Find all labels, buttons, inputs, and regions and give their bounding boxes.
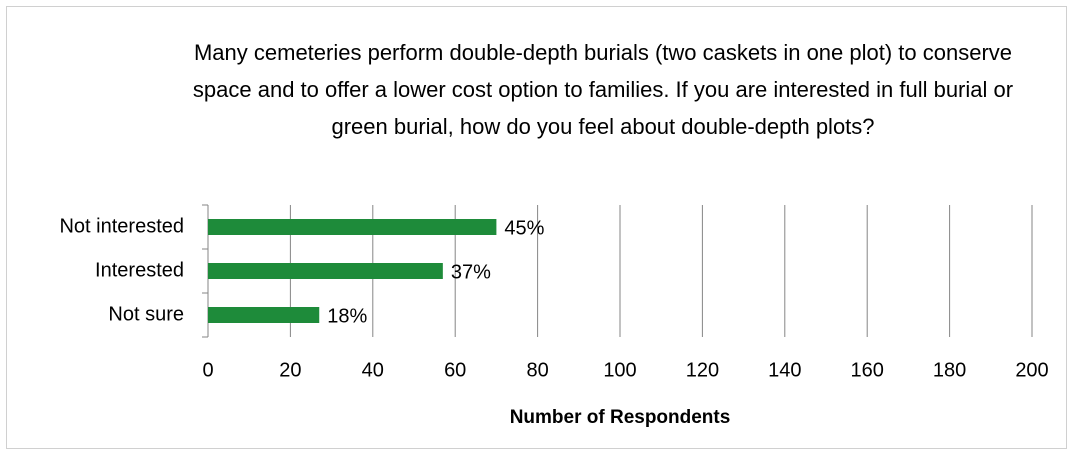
chart-frame [6, 6, 1067, 449]
y-tick-label: Not interested [59, 215, 184, 237]
bar [208, 263, 443, 279]
data-label: 18% [327, 305, 367, 327]
x-tick-label: 180 [933, 359, 966, 381]
x-axis-title: Number of Respondents [510, 407, 731, 428]
bar [208, 307, 320, 323]
y-tick-label: Interested [95, 259, 184, 281]
chart-title: Many cemeteries perform double-depth bur… [192, 40, 1014, 139]
x-tick-label: 120 [686, 359, 719, 381]
x-tick-label: 160 [851, 359, 884, 381]
data-label: 37% [451, 261, 491, 283]
x-tick-label: 80 [526, 359, 548, 381]
data-label: 45% [504, 217, 544, 239]
x-tick-label: 200 [1015, 359, 1048, 381]
x-tick-label: 60 [444, 359, 466, 381]
x-tick-label: 0 [202, 359, 213, 381]
x-tick-label: 40 [362, 359, 384, 381]
x-tick-label: 100 [603, 359, 636, 381]
x-tick-label: 20 [279, 359, 301, 381]
y-tick-label: Not sure [108, 303, 184, 325]
bar [208, 219, 497, 235]
x-tick-label: 140 [768, 359, 801, 381]
